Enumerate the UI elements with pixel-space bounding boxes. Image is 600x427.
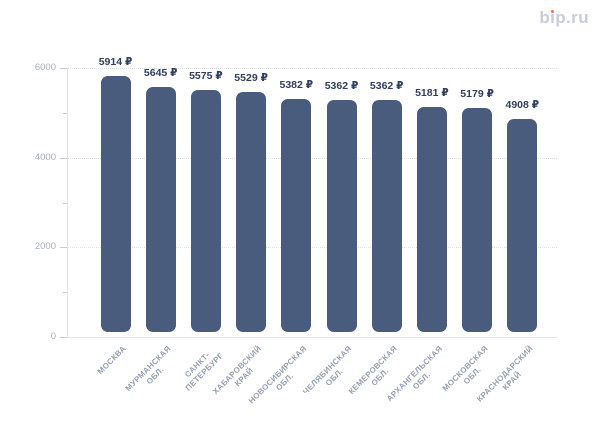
bar[interactable]	[462, 108, 493, 332]
x-axis-label: МУРМАНСКАЯ ОБЛ.	[124, 344, 174, 393]
y-axis-major-tick	[60, 68, 67, 69]
y-axis-major-tick	[60, 337, 67, 338]
y-axis-minor-tick	[63, 112, 67, 114]
bar[interactable]	[326, 100, 357, 332]
bar-value-label: 5362 ₽	[324, 80, 359, 92]
bar[interactable]	[145, 87, 176, 332]
y-axis-major-tick	[60, 247, 67, 249]
bar-value-label: 5645 ₽	[143, 67, 178, 79]
logo-i-dot	[550, 9, 555, 14]
y-axis-minor-tick	[63, 202, 67, 204]
logo-text: b ıp.ru	[539, 8, 589, 27]
y-axis-major-tick	[60, 157, 67, 159]
bar[interactable]	[507, 119, 538, 332]
y-gridline	[67, 157, 557, 159]
bar-value-label: 5575 ₽	[189, 70, 223, 82]
x-axis-line	[67, 337, 557, 338]
y-axis-tick-label: 2000	[34, 241, 56, 253]
bar-value-label: 5181 ₽	[415, 87, 449, 99]
bar[interactable]	[100, 76, 131, 332]
bar[interactable]	[371, 100, 402, 332]
logo[interactable]: b ıp.ru	[539, 8, 589, 28]
y-gridline	[67, 247, 557, 249]
bar-value-label: 5529 ₽	[234, 72, 268, 84]
bar[interactable]	[190, 90, 221, 332]
logo-i-letter: ı	[550, 8, 556, 27]
bar-value-label: 5382 ₽	[279, 79, 314, 91]
bar-value-label: 5179 ₽	[460, 88, 494, 100]
y-axis-tick-label: 0	[50, 331, 56, 342]
bar-value-label: 4908 ₽	[505, 99, 540, 111]
y-axis-tick-label: 6000	[34, 62, 56, 73]
bar[interactable]	[416, 107, 447, 332]
y-axis-minor-tick	[63, 292, 67, 294]
bar-value-label: 5362 ₽	[369, 80, 404, 92]
bar-value-label: 5914 ₽	[98, 56, 133, 68]
y-gridline	[67, 68, 557, 69]
bar[interactable]	[236, 92, 267, 332]
x-axis-label: МОСКВА	[95, 344, 128, 377]
y-axis-tick-label: 4000	[34, 151, 56, 163]
bar[interactable]	[281, 99, 312, 332]
y-axis-line	[67, 68, 68, 337]
